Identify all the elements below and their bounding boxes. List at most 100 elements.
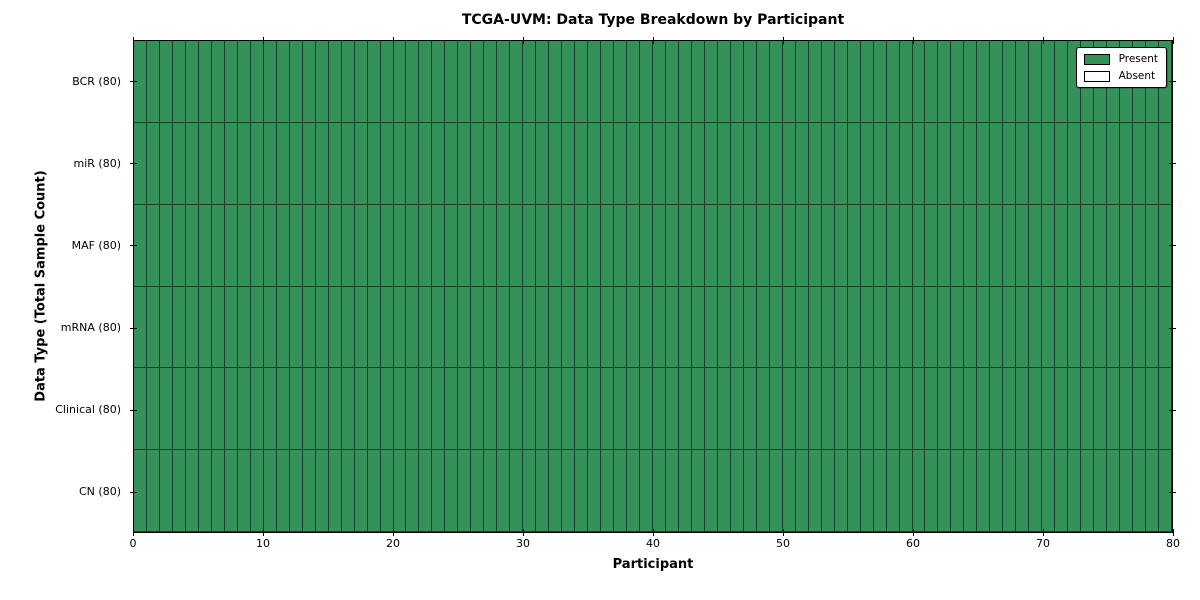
y-tick-label: MAF (80) bbox=[71, 238, 121, 252]
heatmap-cell bbox=[717, 368, 731, 451]
heatmap-cell bbox=[302, 122, 316, 205]
heatmap-cell bbox=[743, 122, 757, 205]
heatmap-cell bbox=[756, 286, 770, 369]
heatmap-cell bbox=[808, 204, 822, 287]
heatmap-cell bbox=[704, 204, 718, 287]
heatmap-cell bbox=[990, 286, 1004, 369]
heatmap-cell bbox=[406, 41, 420, 123]
heatmap-cell bbox=[912, 450, 926, 532]
heatmap-cell bbox=[419, 41, 433, 123]
heatmap-cell bbox=[795, 450, 809, 532]
heatmap-cell bbox=[367, 41, 381, 123]
heatmap-cell bbox=[1029, 450, 1043, 532]
heatmap-cell bbox=[458, 41, 472, 123]
heatmap-cell bbox=[549, 41, 563, 123]
heatmap-cell bbox=[1159, 450, 1172, 532]
heatmap-cell bbox=[380, 368, 394, 451]
heatmap-cell bbox=[1133, 122, 1147, 205]
heatmap-cell bbox=[886, 122, 900, 205]
heatmap-cell bbox=[380, 41, 394, 123]
heatmap-cell bbox=[276, 41, 290, 123]
heatmap-cell bbox=[821, 450, 835, 532]
heatmap-cell bbox=[159, 368, 173, 451]
heatmap-cell bbox=[614, 450, 628, 532]
heatmap-cell bbox=[951, 368, 965, 451]
heatmap-cell bbox=[860, 122, 874, 205]
heatmap-cell bbox=[588, 368, 602, 451]
heatmap-cell bbox=[769, 41, 783, 123]
heatmap-cell bbox=[406, 450, 420, 532]
heatmap-cell bbox=[289, 204, 303, 287]
x-tick-label: 50 bbox=[776, 537, 790, 550]
heatmap-cell bbox=[510, 204, 524, 287]
heatmap-cell bbox=[795, 41, 809, 123]
heatmap-cell bbox=[289, 122, 303, 205]
heatmap-cell bbox=[432, 204, 446, 287]
heatmap-cell bbox=[510, 368, 524, 451]
heatmap-cell bbox=[665, 286, 679, 369]
heatmap-cell bbox=[302, 41, 316, 123]
heatmap-cell bbox=[445, 204, 459, 287]
heatmap-cell bbox=[678, 450, 692, 532]
heatmap-cell bbox=[1042, 122, 1056, 205]
tick-mark bbox=[1173, 529, 1174, 536]
heatmap-cell bbox=[782, 450, 796, 532]
heatmap-cell bbox=[134, 286, 147, 369]
heatmap-cell bbox=[808, 368, 822, 451]
heatmap-cell bbox=[549, 368, 563, 451]
heatmap-cell bbox=[821, 41, 835, 123]
heatmap-cell bbox=[172, 450, 186, 532]
y-tick-label: mRNA (80) bbox=[60, 321, 121, 335]
heatmap-cell bbox=[964, 41, 978, 123]
heatmap-cell bbox=[899, 122, 913, 205]
tick-mark bbox=[653, 37, 654, 44]
heatmap-cell bbox=[393, 204, 407, 287]
heatmap-cell bbox=[912, 122, 926, 205]
heatmap-cell bbox=[263, 368, 277, 451]
heatmap-cell bbox=[510, 122, 524, 205]
heatmap-cell bbox=[1081, 368, 1095, 451]
heatmap-cell bbox=[328, 41, 342, 123]
tick-mark bbox=[263, 529, 264, 536]
heatmap-cell bbox=[990, 204, 1004, 287]
heatmap-cell bbox=[445, 368, 459, 451]
heatmap-cell bbox=[769, 368, 783, 451]
heatmap-cell bbox=[224, 368, 238, 451]
heatmap-cell bbox=[1081, 122, 1095, 205]
heatmap-cell bbox=[977, 204, 991, 287]
heatmap-cell bbox=[717, 450, 731, 532]
heatmap-cell bbox=[653, 450, 666, 532]
heatmap-cell bbox=[458, 368, 472, 451]
heatmap-cell bbox=[899, 204, 913, 287]
x-tick-label: 60 bbox=[906, 537, 920, 550]
tick-mark bbox=[133, 529, 134, 536]
heatmap-cell bbox=[640, 286, 653, 369]
heatmap-cell bbox=[665, 41, 679, 123]
heatmap-cell bbox=[704, 122, 718, 205]
heatmap-cell bbox=[938, 204, 952, 287]
heatmap-cell bbox=[795, 122, 809, 205]
tick-mark bbox=[783, 37, 784, 44]
tick-mark bbox=[263, 37, 264, 44]
x-tick-label: 40 bbox=[646, 537, 660, 550]
heatmap-cell bbox=[886, 41, 900, 123]
heatmap-cell bbox=[237, 286, 251, 369]
heatmap-cell bbox=[1146, 286, 1160, 369]
heatmap-cell bbox=[925, 41, 939, 123]
heatmap-cell bbox=[134, 368, 147, 451]
heatmap-cell bbox=[756, 204, 770, 287]
heatmap-cell bbox=[562, 286, 576, 369]
heatmap-cell bbox=[808, 286, 822, 369]
heatmap-cell bbox=[627, 122, 641, 205]
heatmap-cell bbox=[782, 286, 796, 369]
heatmap-cell bbox=[1042, 286, 1056, 369]
tick-mark bbox=[1169, 491, 1176, 493]
heatmap-cell bbox=[1094, 286, 1108, 369]
heatmap-cell bbox=[575, 368, 589, 451]
heatmap-cell bbox=[484, 122, 498, 205]
heatmap-cell bbox=[172, 41, 186, 123]
heatmap-cell bbox=[523, 286, 537, 369]
heatmap-cell bbox=[860, 286, 874, 369]
heatmap-cell bbox=[484, 368, 498, 451]
heatmap-cell bbox=[821, 368, 835, 451]
